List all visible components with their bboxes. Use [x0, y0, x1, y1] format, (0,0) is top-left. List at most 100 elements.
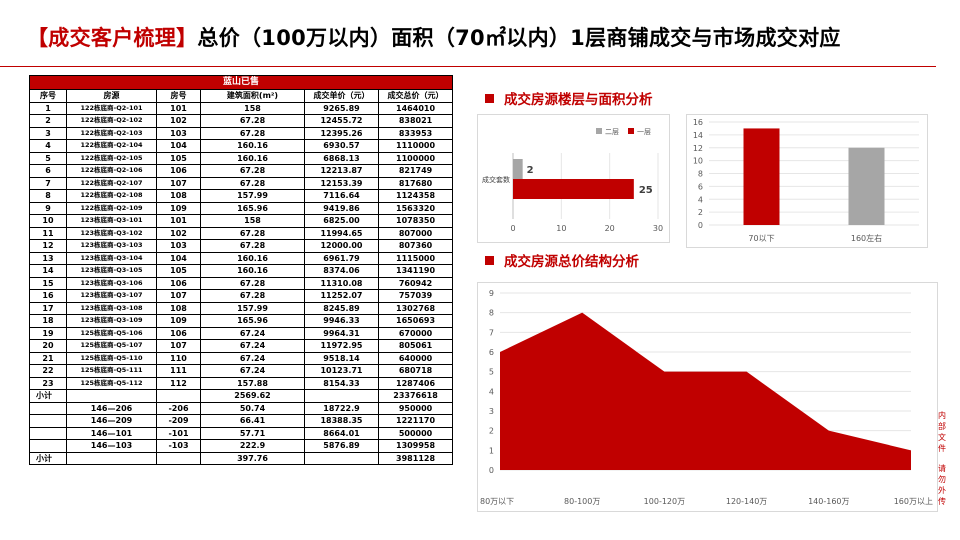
table-cell: 15	[29, 276, 67, 290]
table-cell: -206	[156, 401, 201, 415]
table-header-cell: 房号	[156, 89, 201, 103]
table-cell: 67.28	[200, 176, 305, 190]
table-cell: 10123.71	[304, 364, 379, 378]
area-series	[500, 312, 911, 470]
floor-bar-chart: 0 10 20 30 二层 一层 2 25 成交套数	[482, 128, 663, 233]
table-cell	[66, 451, 157, 465]
table-row: 15 123栋底商-Q3-106 106 67.28 11310.08 760942	[29, 276, 454, 290]
table-cell: 67.28	[200, 164, 305, 178]
table-cell: 67.28	[200, 114, 305, 128]
table-cell: 67.28	[200, 226, 305, 240]
y-tick-label: 4	[489, 387, 494, 396]
table-cell: 807000	[377, 226, 454, 240]
price-chart-panel: 0 1 2 3 4 5 6 7 8 9 80万以下 80-100万 100-120万 120-140万 14…	[477, 282, 938, 512]
table-cell	[29, 401, 67, 415]
sales-table: 蓝山已售 序号 房源 房号 建筑面积(m²) 成交单价（元） 成交总价（元） 1 122栋底…	[28, 75, 454, 465]
table-cell: 19	[29, 326, 67, 340]
table-cell: 1115000	[377, 251, 454, 265]
table-cell: 122栋底商-Q2-102	[66, 114, 157, 128]
table-row: 3 122栋底商-Q2-103 103 67.28 12395.26 833953	[29, 126, 454, 140]
y-tick-label: 0	[698, 221, 703, 230]
table-row: 7 122栋底商-Q2-107 107 67.28 12153.39 817680	[29, 176, 454, 190]
table-cell: 397.76	[200, 451, 305, 465]
table-cell: 7116.64	[304, 189, 379, 203]
table-row: 小计 2569.62 23376618	[29, 389, 454, 403]
bullet-square-icon	[485, 94, 494, 103]
table-cell: 125栋底商-Q5-106	[66, 326, 157, 340]
area-bar-chart: 0 2 4 6 8 10 12 14 16 70以下 160左右	[693, 118, 919, 243]
table-cell: 18388.35	[304, 414, 379, 428]
bar-label: 25	[639, 185, 653, 196]
table-cell: 11972.95	[304, 339, 379, 353]
table-cell: -101	[156, 426, 201, 440]
table-cell: 103	[156, 126, 201, 140]
table-cell: 160.16	[200, 151, 305, 165]
table-cell: 146—206	[66, 401, 157, 415]
y-tick-label: 4	[698, 195, 703, 204]
table-cell: 838021	[377, 114, 454, 128]
table-cell: 6	[29, 164, 67, 178]
y-tick-label: 12	[693, 144, 703, 153]
table-cell: 2569.62	[200, 389, 305, 403]
table-cell: 1287406	[377, 376, 454, 390]
table-cell: 125栋底商-Q5-111	[66, 364, 157, 378]
table-cell: 108	[156, 301, 201, 315]
table-header-cell: 成交总价（元）	[377, 89, 454, 103]
table-cell: 小计	[29, 451, 67, 465]
table-cell: 107	[156, 339, 201, 353]
table-cell: 8	[29, 189, 67, 203]
table-row: 23 125栋底商-Q5-112 112 157.88 8154.33 1287406	[29, 376, 454, 390]
table-cell: 104	[156, 251, 201, 265]
table-cell: 67.24	[200, 351, 305, 365]
x-tick-label: 10	[556, 224, 566, 233]
table-cell: 123栋底商-Q3-105	[66, 264, 157, 278]
table-cell: 2	[29, 114, 67, 128]
y-tick-label: 14	[693, 131, 703, 140]
table-row: 146—101 -101 57.71 8664.01 500000	[29, 426, 454, 440]
table-cell: 125栋底商-Q5-110	[66, 351, 157, 365]
table-cell: 103	[156, 239, 201, 253]
table-cell: 107	[156, 176, 201, 190]
table-cell: 757039	[377, 289, 454, 303]
table-cell: 160.16	[200, 139, 305, 153]
table-cell	[156, 389, 201, 403]
table-cell: 1341190	[377, 264, 454, 278]
title-divider	[0, 66, 936, 67]
y-tick-label: 16	[693, 118, 703, 127]
table-row: 146—209 -209 66.41 18388.35 1221170	[29, 414, 454, 428]
table-row: 146—206 -206 50.74 18722.9 950000	[29, 401, 454, 415]
table-cell: 160.16	[200, 264, 305, 278]
y-tick-label: 8	[489, 309, 494, 318]
legend-label: 二层	[605, 128, 619, 136]
table-cell: -209	[156, 414, 201, 428]
table-cell: 680718	[377, 364, 454, 378]
table-cell: 122栋底商-Q2-106	[66, 164, 157, 178]
table-row: 20 125栋底商-Q5-107 107 67.24 11972.95 805061	[29, 339, 454, 353]
table-cell: 109	[156, 314, 201, 328]
table-cell: 12000.00	[304, 239, 379, 253]
table-cell: 12	[29, 239, 67, 253]
table-cell: 9964.31	[304, 326, 379, 340]
table-cell: 21	[29, 351, 67, 365]
table-cell: 165.96	[200, 201, 305, 215]
y-tick-label: 10	[693, 157, 703, 166]
table-cell: 5	[29, 151, 67, 165]
table-cell: 7	[29, 176, 67, 190]
table-row: 12 123栋底商-Q3-103 103 67.28 12000.00 807360	[29, 239, 454, 253]
table-cell: 105	[156, 151, 201, 165]
table-cell: 805061	[377, 339, 454, 353]
table-cell	[29, 426, 67, 440]
table-cell: 123栋底商-Q3-103	[66, 239, 157, 253]
bar-floor-1	[513, 179, 634, 199]
table-header-cell: 成交单价（元）	[304, 89, 379, 103]
table-header-cell: 序号	[29, 89, 67, 103]
table-cell: 105	[156, 264, 201, 278]
table-cell: 817680	[377, 176, 454, 190]
table-row: 8 122栋底商-Q2-108 108 157.99 7116.64 1124358	[29, 189, 454, 203]
table-cell: 157.99	[200, 189, 305, 203]
table-cell: 3	[29, 126, 67, 140]
table-cell: 67.24	[200, 364, 305, 378]
table-cell: 122栋底商-Q2-109	[66, 201, 157, 215]
table-cell: 1650693	[377, 314, 454, 328]
table-cell: 11252.07	[304, 289, 379, 303]
